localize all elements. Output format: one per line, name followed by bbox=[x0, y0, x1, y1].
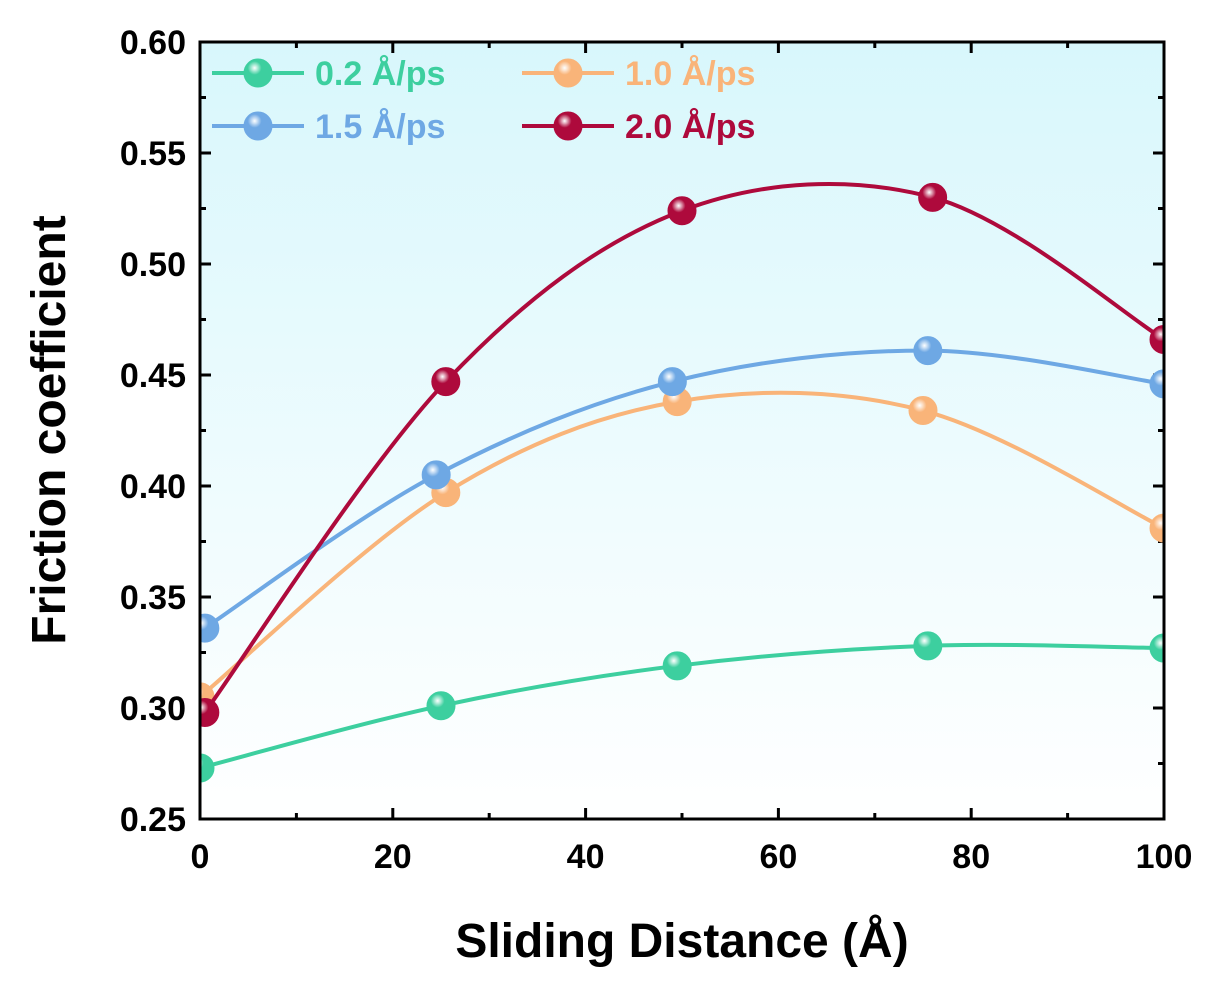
data-point bbox=[421, 460, 451, 490]
plot-frame bbox=[198, 40, 1166, 821]
legend-item: 1.0 Å/ps bbox=[522, 55, 755, 93]
data-point bbox=[1149, 633, 1164, 663]
data-point bbox=[657, 367, 687, 397]
legend-marker bbox=[243, 58, 273, 88]
legend-item: 0.2 Å/ps bbox=[212, 55, 445, 93]
y-tick-label: 0.25 bbox=[120, 801, 186, 839]
x-tick-label: 20 bbox=[374, 838, 412, 876]
data-point bbox=[431, 367, 461, 397]
y-axis-tick-labels: 0.25 0.30 0.35 0.40 0.45 0.50 0.55 0.60 bbox=[120, 24, 186, 839]
y-axis-title: Friction coefficient bbox=[23, 215, 76, 644]
x-axis-tick-labels: 0 20 40 60 80 100 bbox=[191, 838, 1193, 876]
y-tick-label: 0.35 bbox=[120, 579, 186, 617]
series-0 bbox=[200, 631, 1164, 783]
x-axis-title: Sliding Distance (Å) bbox=[455, 914, 908, 968]
legend-label: 1.5 Å/ps bbox=[315, 108, 445, 146]
y-tick-label: 0.50 bbox=[120, 246, 186, 284]
y-tick-label: 0.45 bbox=[120, 357, 186, 395]
y-tick-label: 0.30 bbox=[120, 690, 186, 728]
legend-label: 0.2 Å/ps bbox=[315, 55, 445, 93]
data-point bbox=[1149, 369, 1164, 399]
y-tick-label: 0.55 bbox=[120, 135, 186, 173]
x-tick-label: 60 bbox=[759, 838, 797, 876]
y-tick-label: 0.60 bbox=[120, 24, 186, 62]
data-point bbox=[200, 753, 215, 783]
data-point bbox=[200, 697, 220, 727]
data-point bbox=[1149, 324, 1164, 354]
legend-marker bbox=[553, 111, 583, 141]
legend-label: 2.0 Å/ps bbox=[625, 108, 755, 146]
x-tick-label: 80 bbox=[952, 838, 990, 876]
x-tick-label: 100 bbox=[1136, 838, 1193, 876]
plot-area-background bbox=[200, 42, 1164, 819]
data-point bbox=[426, 691, 456, 721]
data-point bbox=[667, 196, 697, 226]
series-layer bbox=[200, 181, 1164, 783]
x-tick-label: 0 bbox=[191, 838, 210, 876]
data-point bbox=[1149, 513, 1164, 543]
legend-label: 1.0 Å/ps bbox=[625, 55, 755, 93]
data-point bbox=[913, 336, 943, 366]
y-tick-label: 0.40 bbox=[120, 468, 186, 506]
legend-marker bbox=[553, 58, 583, 88]
data-point bbox=[662, 651, 692, 681]
legend-marker bbox=[243, 111, 273, 141]
legend-item: 2.0 Å/ps bbox=[522, 108, 755, 146]
legend-item: 1.5 Å/ps bbox=[212, 108, 445, 146]
data-point bbox=[908, 396, 938, 426]
x-tick-label: 40 bbox=[567, 838, 605, 876]
data-point bbox=[918, 182, 948, 212]
series-2 bbox=[200, 336, 1164, 643]
series-line bbox=[203, 181, 1164, 714]
data-point bbox=[913, 631, 943, 661]
data-point bbox=[200, 613, 220, 643]
legend: 0.2 Å/ps 1.0 Å/ps 1.5 Å/ps 2.0 Å/ps bbox=[212, 55, 755, 146]
series-3 bbox=[200, 181, 1164, 727]
